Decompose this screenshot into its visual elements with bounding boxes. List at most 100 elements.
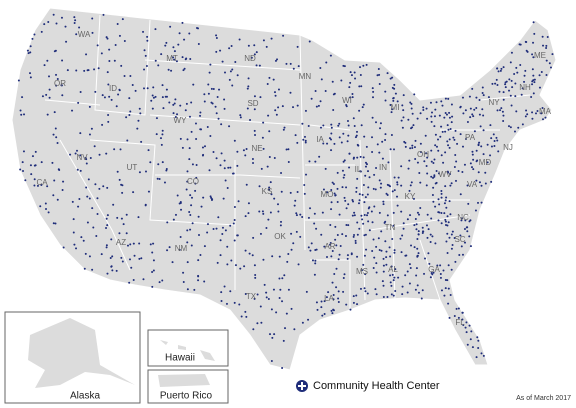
center-dot bbox=[221, 60, 224, 63]
center-dot bbox=[29, 164, 32, 167]
center-dot bbox=[118, 178, 121, 181]
center-dot bbox=[356, 156, 359, 159]
center-dot bbox=[62, 246, 65, 249]
center-dot bbox=[526, 113, 529, 116]
center-dot bbox=[282, 339, 285, 342]
center-dot bbox=[142, 278, 145, 281]
center-dot bbox=[444, 112, 447, 115]
center-dot bbox=[279, 288, 282, 291]
center-dot bbox=[410, 102, 413, 105]
center-dot bbox=[463, 227, 466, 230]
center-dot bbox=[400, 165, 403, 168]
center-dot bbox=[338, 136, 341, 139]
center-dot bbox=[417, 230, 420, 233]
center-dot bbox=[79, 132, 82, 135]
center-dot bbox=[250, 56, 253, 59]
center-dot bbox=[545, 44, 548, 47]
center-dot bbox=[247, 202, 250, 205]
center-dot bbox=[188, 32, 191, 35]
center-dot bbox=[375, 166, 378, 169]
center-dot bbox=[333, 192, 336, 195]
center-dot bbox=[106, 37, 109, 40]
center-dot bbox=[393, 251, 396, 254]
center-dot bbox=[19, 168, 22, 171]
state-label: NC bbox=[457, 213, 469, 222]
center-dot bbox=[90, 127, 93, 130]
center-dot bbox=[125, 213, 128, 216]
center-dot bbox=[233, 301, 236, 304]
center-dot bbox=[83, 267, 86, 270]
center-dot bbox=[314, 259, 317, 262]
center-dot bbox=[21, 96, 24, 99]
center-dot bbox=[351, 96, 354, 99]
center-dot bbox=[203, 245, 206, 248]
center-dot bbox=[221, 226, 224, 229]
center-dot bbox=[396, 181, 399, 184]
center-dot bbox=[197, 27, 200, 30]
center-dot bbox=[330, 309, 333, 312]
center-dot bbox=[269, 211, 272, 214]
center-dot bbox=[408, 159, 411, 162]
center-dot bbox=[419, 206, 422, 209]
center-dot bbox=[285, 312, 288, 315]
center-dot bbox=[166, 249, 169, 252]
center-dot bbox=[40, 183, 43, 186]
center-dot bbox=[29, 76, 32, 79]
center-dot bbox=[173, 102, 176, 105]
center-dot bbox=[332, 183, 335, 186]
center-dot bbox=[307, 124, 310, 127]
center-dot bbox=[172, 218, 175, 221]
center-dot bbox=[444, 130, 447, 133]
center-dot bbox=[413, 246, 416, 249]
center-dot bbox=[262, 147, 265, 150]
center-dot bbox=[307, 318, 310, 321]
center-dot bbox=[307, 246, 310, 249]
center-dot bbox=[449, 184, 452, 187]
center-dot bbox=[297, 65, 300, 68]
state-label: WA bbox=[78, 30, 91, 39]
center-dot bbox=[210, 196, 213, 199]
center-dot bbox=[79, 154, 82, 157]
center-dot bbox=[447, 97, 450, 100]
center-dot bbox=[447, 302, 450, 305]
center-dot bbox=[166, 221, 169, 224]
center-dot bbox=[347, 203, 350, 206]
center-dot bbox=[251, 157, 254, 160]
center-dot bbox=[106, 186, 109, 189]
center-dot bbox=[359, 170, 362, 173]
center-dot bbox=[244, 292, 247, 295]
center-dot bbox=[409, 147, 412, 150]
center-dot bbox=[73, 16, 76, 19]
center-dot bbox=[496, 67, 499, 70]
center-dot bbox=[432, 176, 435, 179]
center-dot bbox=[93, 145, 96, 148]
center-dot bbox=[341, 186, 344, 189]
center-dot bbox=[89, 156, 92, 159]
center-dot bbox=[335, 286, 338, 289]
center-dot bbox=[331, 312, 334, 315]
center-dot bbox=[236, 74, 239, 77]
center-dot bbox=[354, 77, 357, 80]
center-dot bbox=[391, 108, 394, 111]
center-dot bbox=[446, 252, 449, 255]
center-dot bbox=[130, 266, 133, 269]
center-dot bbox=[481, 91, 484, 94]
center-dot bbox=[88, 197, 91, 200]
center-dot bbox=[219, 164, 222, 167]
center-dot bbox=[414, 217, 417, 220]
center-dot bbox=[422, 106, 425, 109]
center-dot bbox=[453, 138, 456, 141]
center-dot bbox=[190, 244, 193, 247]
center-dot bbox=[433, 115, 436, 118]
center-dot bbox=[489, 124, 492, 127]
center-dot bbox=[331, 80, 334, 83]
center-dot bbox=[303, 192, 306, 195]
center-dot bbox=[208, 169, 211, 172]
center-dot bbox=[354, 239, 357, 242]
center-dot bbox=[64, 25, 67, 28]
center-dot bbox=[430, 149, 433, 152]
center-dot bbox=[393, 176, 396, 179]
center-dot bbox=[384, 138, 387, 141]
center-dot bbox=[546, 35, 549, 38]
center-dot bbox=[394, 290, 397, 293]
